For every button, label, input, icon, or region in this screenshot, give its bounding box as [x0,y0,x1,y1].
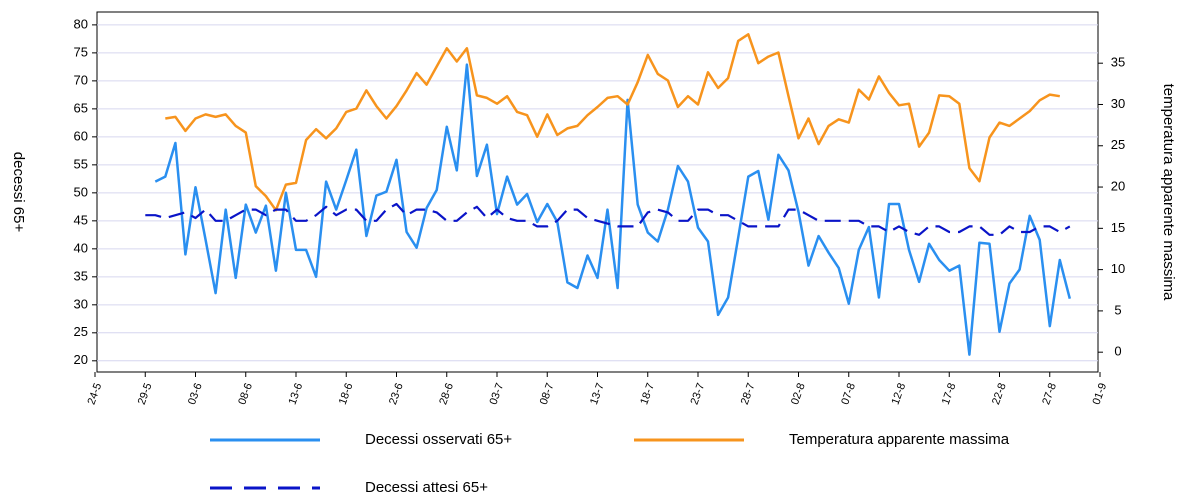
y2-tick-label: 30 [1111,96,1125,111]
x-tick-label: 29-5 [136,382,155,407]
y2-tick-label: 25 [1111,137,1125,152]
y2-tick-label: 35 [1111,55,1125,70]
y2-tick-label: 5 [1114,302,1121,317]
y-tick-label: 40 [74,240,88,255]
x-tick-label: 28-6 [437,382,456,407]
plot-frame [96,11,1099,373]
x-tick-label: 03-7 [488,382,507,407]
series-line [165,33,1060,212]
y-tick-label: 60 [74,128,88,143]
y-axis-label: decessi 65+ [10,152,27,233]
x-tick-label: 18-6 [337,382,356,407]
y-tick-label: 80 [74,16,88,31]
series-line [154,63,1072,356]
x-tick-label: 13-7 [588,382,607,407]
x-tick-label: 24-5 [86,382,105,407]
x-tick-label: 23-7 [689,382,708,407]
x-tick-label: 01-9 [1091,382,1110,407]
y-tick-label: 55 [74,156,88,171]
x-tick-label: 18-7 [638,382,657,407]
y-tick-label: 30 [74,296,88,311]
x-tick-label: 08-7 [538,382,557,407]
y-tick-label: 70 [74,72,88,87]
x-tick-label: 28-7 [739,382,758,407]
x-tick-label: 27-8 [1040,382,1059,407]
y-tick-label: 65 [74,100,88,115]
x-tick-label: 22-8 [990,382,1009,407]
x-tick-label: 17-8 [940,382,959,407]
x-tick-label: 02-8 [789,382,808,407]
x-tick-label: 03-6 [186,382,205,407]
x-tick-label: 08-6 [236,382,255,407]
y2-tick-label: 15 [1111,220,1125,235]
y2-tick-label: 0 [1114,344,1121,359]
y-tick-label: 45 [74,212,88,227]
y2-axis-label: temperatura apparente massima [1160,84,1177,301]
x-tick-label: 12-8 [890,382,909,407]
legend-label: Temperatura apparente massima [789,431,1010,448]
x-tick-label: 23-6 [387,382,406,407]
legend-label: Decessi osservati 65+ [365,431,512,448]
y-tick-label: 75 [74,44,88,59]
y2-tick-label: 10 [1111,261,1125,276]
y-tick-label: 50 [74,184,88,199]
y-tick-label: 25 [74,324,88,339]
y-tick-label: 20 [74,352,88,367]
series-line [145,202,1071,236]
x-tick-label: 07-8 [839,382,858,407]
y2-tick-label: 20 [1111,178,1125,193]
x-tick-label: 13-6 [287,382,306,407]
legend-label: Decessi attesi 65+ [365,479,488,496]
y-tick-label: 35 [74,268,88,283]
